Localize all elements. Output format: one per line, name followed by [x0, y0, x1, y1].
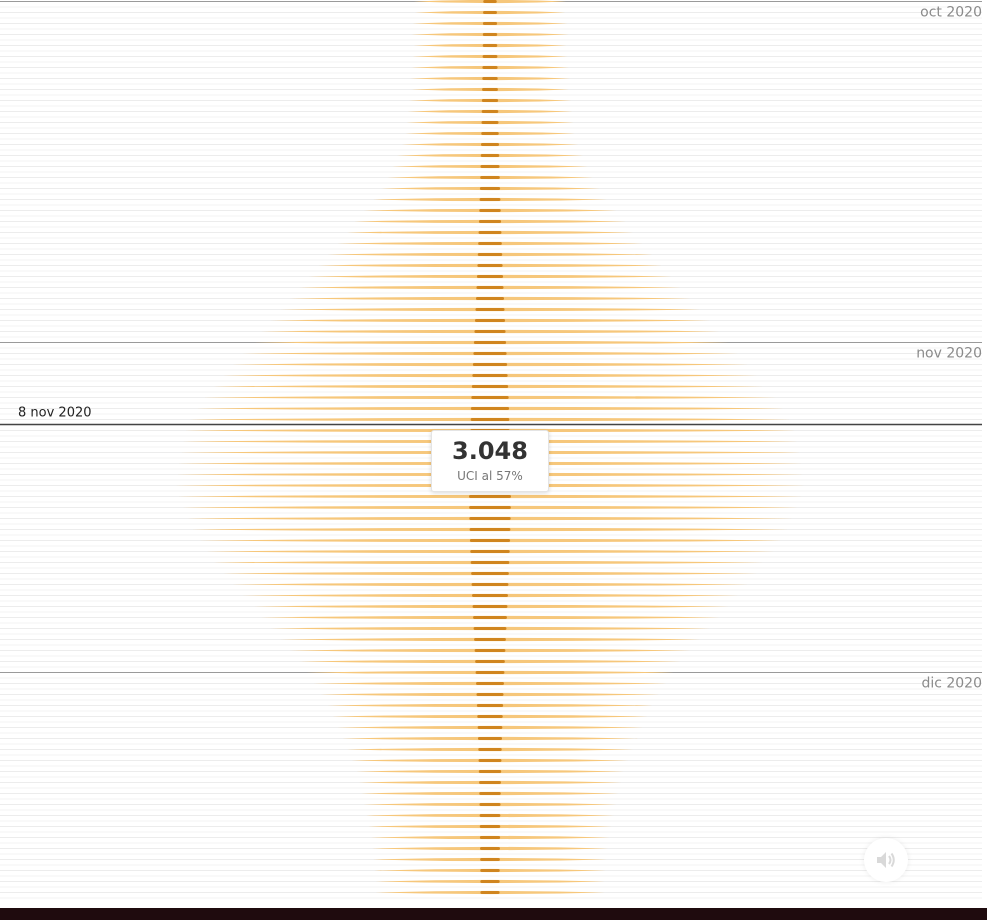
inner-day-mark: [475, 308, 505, 311]
inner-day-mark: [479, 781, 501, 784]
inner-day-mark: [471, 572, 509, 575]
inner-day-mark: [479, 836, 501, 839]
inner-day-mark: [479, 825, 501, 828]
inner-day-mark: [477, 715, 503, 718]
inner-day-mark: [473, 352, 507, 355]
inner-day-mark: [482, 77, 498, 80]
inner-day-mark: [482, 22, 498, 25]
inner-day-mark: [482, 55, 498, 58]
month-label: oct 2020: [920, 5, 982, 21]
inner-day-mark: [474, 649, 506, 652]
inner-day-mark: [476, 704, 504, 707]
inner-day-mark: [480, 176, 500, 179]
inner-day-mark: [482, 88, 498, 91]
current-value-tooltip: 3.048 UCI al 57%: [431, 430, 549, 492]
inner-day-mark: [477, 253, 503, 256]
inner-day-mark: [480, 869, 500, 872]
inner-day-mark: [473, 616, 507, 619]
inner-day-mark: [480, 858, 500, 861]
inner-day-mark: [479, 198, 501, 201]
current-date-label: 8 nov 2020: [18, 406, 92, 421]
inner-day-mark: [477, 264, 503, 267]
inner-day-mark: [470, 407, 510, 410]
inner-day-mark: [477, 726, 503, 729]
inner-day-mark: [481, 110, 499, 113]
tooltip-caption: UCI al 57%: [457, 469, 523, 483]
inner-day-mark: [481, 132, 499, 135]
sound-toggle-button[interactable]: [864, 838, 908, 882]
inner-day-mark: [470, 550, 510, 553]
inner-day-mark: [472, 594, 508, 597]
inner-day-mark: [471, 385, 509, 388]
inner-day-mark: [471, 583, 509, 586]
inner-day-mark: [469, 539, 511, 542]
inner-day-mark: [474, 638, 506, 641]
inner-day-mark: [475, 671, 505, 674]
inner-day-mark: [476, 682, 504, 685]
inner-day-mark: [469, 528, 511, 531]
tooltip-value: 3.048: [452, 437, 528, 465]
month-label: dic 2020: [921, 676, 982, 692]
inner-day-mark: [478, 748, 502, 751]
inner-day-mark: [482, 66, 498, 69]
inner-day-mark: [469, 506, 511, 509]
inner-day-mark: [477, 737, 503, 740]
inner-day-mark: [470, 418, 510, 421]
inner-day-mark: [482, 44, 498, 47]
inner-day-mark: [476, 275, 504, 278]
inner-day-mark: [480, 165, 500, 168]
inner-day-mark: [479, 209, 501, 212]
inner-day-mark: [481, 99, 499, 102]
inner-day-mark: [476, 286, 504, 289]
speaker-icon: [877, 852, 895, 868]
inner-day-mark: [469, 517, 511, 520]
inner-day-mark: [478, 231, 502, 234]
inner-day-mark: [471, 396, 509, 399]
inner-day-mark: [481, 121, 499, 124]
inner-day-mark: [469, 495, 511, 498]
inner-day-mark: [474, 330, 506, 333]
inner-day-mark: [482, 33, 498, 36]
inner-day-mark: [483, 11, 497, 14]
inner-day-mark: [470, 561, 510, 564]
inner-day-mark: [478, 759, 502, 762]
bottom-bar: [0, 908, 987, 920]
inner-day-mark: [478, 770, 502, 773]
inner-day-mark: [475, 660, 505, 663]
inner-day-mark: [475, 297, 505, 300]
inner-day-mark: [479, 187, 501, 190]
inner-day-mark: [474, 319, 506, 322]
inner-day-mark: [480, 143, 500, 146]
inner-day-mark: [472, 605, 508, 608]
inner-day-mark: [480, 891, 500, 894]
inner-day-mark: [476, 693, 504, 696]
inner-day-mark: [479, 814, 501, 817]
inner-day-mark: [473, 341, 507, 344]
inner-day-mark: [480, 847, 500, 850]
inner-day-mark: [472, 363, 508, 366]
month-label: nov 2020: [916, 346, 982, 362]
inner-day-mark: [479, 792, 501, 795]
inner-day-mark: [483, 0, 497, 3]
inner-day-mark: [473, 627, 507, 630]
inner-day-mark: [478, 242, 502, 245]
inner-day-mark: [478, 220, 502, 223]
inner-day-mark: [480, 880, 500, 883]
inner-day-mark: [480, 154, 500, 157]
inner-day-mark: [479, 803, 501, 806]
inner-day-mark: [472, 374, 508, 377]
